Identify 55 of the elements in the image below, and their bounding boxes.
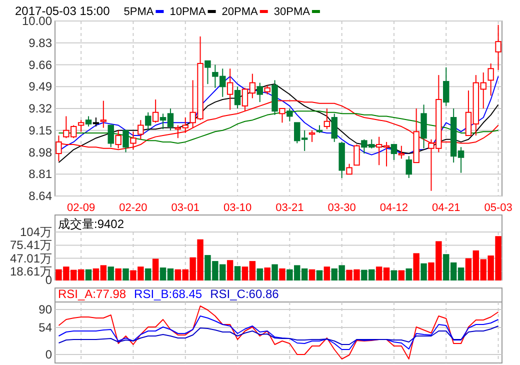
x-tick-label: 03-01: [171, 202, 200, 214]
bar: [308, 269, 316, 280]
bar: [145, 268, 152, 280]
line-series: [58, 326, 499, 345]
text: RSI_C:60.86: [210, 287, 280, 301]
bar: [226, 260, 234, 280]
y-tick-label: 9.15: [28, 123, 52, 138]
x-tick-label: 04-12: [380, 202, 408, 214]
y-tick-label: 90: [38, 302, 52, 316]
bar: [122, 268, 129, 280]
legend-label: 20PMA: [222, 6, 259, 18]
y-tick-label: 9.83: [28, 36, 52, 50]
y-tick-label: 9.32: [28, 102, 52, 116]
bar: [108, 266, 114, 280]
bar: [279, 268, 286, 280]
line-series: [58, 306, 499, 360]
x-tick-label: 03-10: [223, 202, 252, 214]
bar: [420, 263, 427, 280]
y-tick-label: 8.81: [28, 167, 52, 182]
legend-label: 5PMA: [124, 6, 154, 18]
legend-label: 30PMA: [274, 6, 311, 18]
legend-label: 10PMA: [170, 6, 206, 18]
bar: [272, 264, 278, 280]
y-tick-label: 9.49: [28, 80, 52, 94]
series-label: RSI_A:77.98: [58, 287, 126, 301]
bar: [316, 270, 323, 280]
chart-title: 成交量:9402: [58, 217, 124, 231]
bar: [398, 270, 405, 280]
y-tick-label: 47.01万: [10, 251, 52, 266]
bar: [390, 270, 398, 280]
y-tick-label: 8.64: [28, 189, 52, 203]
y-tick-label: 75.41万: [10, 238, 52, 252]
y-tick-label: 9.66: [28, 58, 52, 72]
x-tick-label: 04-21: [432, 202, 460, 214]
x-tick-label: 02-09: [67, 202, 96, 214]
series-label: RSI_B:68.45: [134, 287, 202, 301]
bar: [264, 268, 270, 280]
x-tick-label: 05-03: [484, 202, 512, 214]
bar: [85, 269, 92, 280]
x-tick-label: 03-21: [276, 202, 304, 214]
y-tick-label: 104万: [20, 225, 52, 239]
y-tick-label: 0: [45, 348, 52, 362]
y-tick-label: 8.98: [28, 145, 52, 160]
bar: [115, 268, 122, 280]
bar: [256, 268, 263, 280]
line-series: [58, 84, 499, 164]
bar: [152, 258, 159, 280]
x-tick-label: 03-30: [328, 202, 356, 214]
bar: [406, 268, 412, 280]
bar: [234, 266, 241, 280]
bar: [413, 253, 420, 280]
bar: [324, 266, 330, 280]
x-tick-label: 02-20: [119, 202, 148, 214]
y-tick-label: 54: [38, 320, 52, 334]
line-series: [58, 316, 499, 350]
